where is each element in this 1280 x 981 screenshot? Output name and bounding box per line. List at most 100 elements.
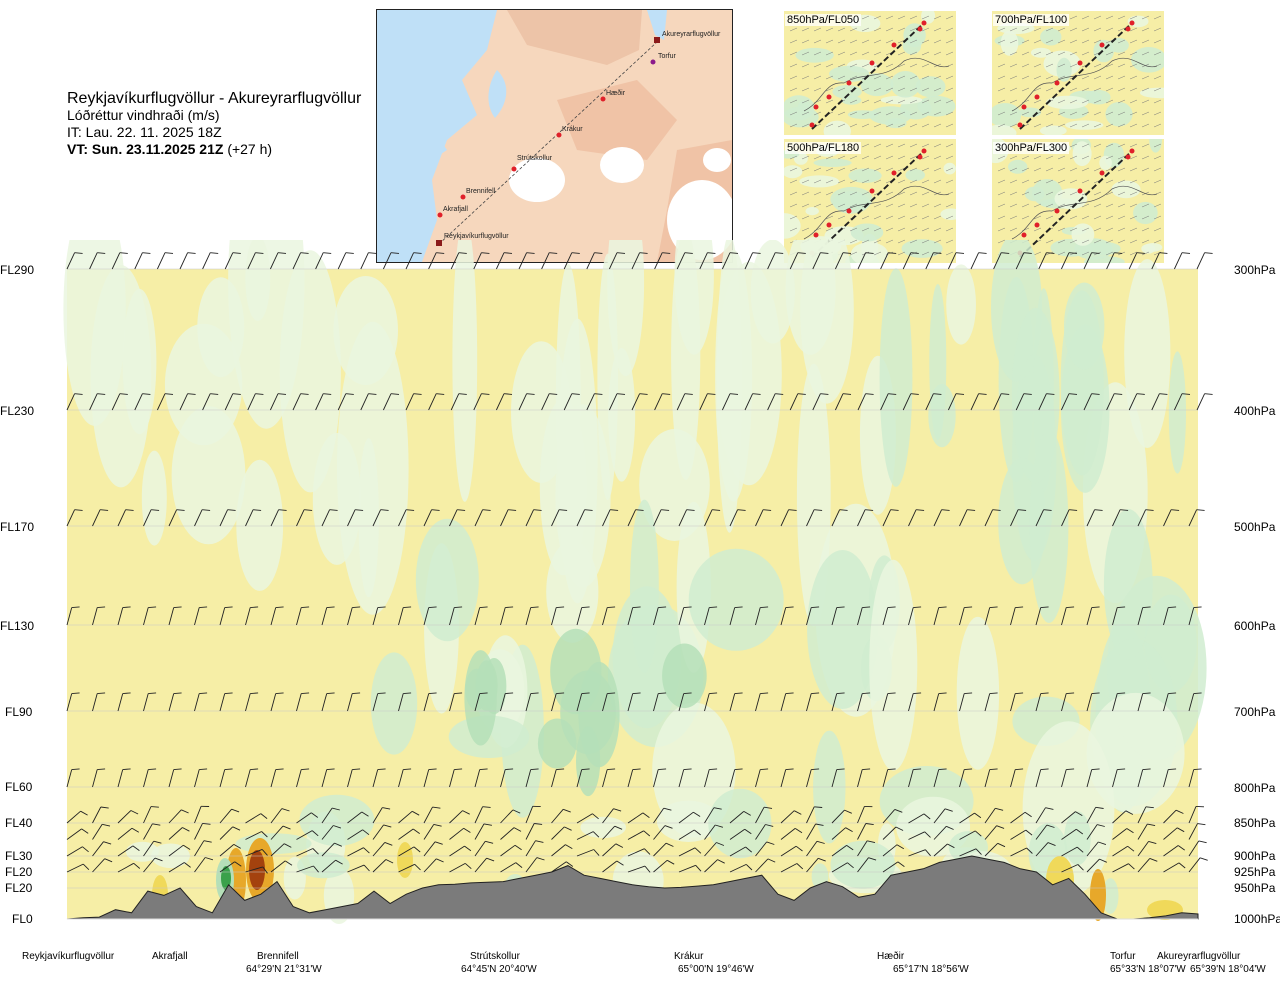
mini-wind-arrow [1045,63,1054,68]
wind-barb [908,831,931,840]
mini-wind-arrow [909,203,918,208]
wind-barb [857,857,877,873]
map-point-haedir [600,96,606,102]
wind-barb [179,393,196,411]
wind-barb [89,252,106,270]
mini-wind-arrow [1057,167,1066,172]
wind-barb [834,393,852,411]
wind-barb [1137,606,1151,626]
mini-wind-arrow [1105,239,1114,244]
mini-wind-arrow [997,63,1006,68]
mini-wind-arrow [997,239,1006,244]
mini-wind-arrow [1141,99,1150,104]
wind-barb [653,509,670,527]
wind-barb [449,845,472,857]
mini-wind-arrow [945,51,954,56]
wind-barb [1060,252,1078,270]
mini-wind-arrow [1129,203,1138,208]
wind-barb [959,812,982,824]
mini-wind-arrow [1069,227,1078,232]
mini-route-point [917,154,923,160]
wind-barb [789,393,806,411]
wind-barb [66,393,83,411]
mini-wind-arrow [825,179,834,184]
mini-wind-arrow [1069,179,1078,184]
wind-barb [1188,509,1205,527]
wind-barb [729,768,743,788]
wind-barb [959,830,982,840]
mini-wind-arrow [1117,87,1126,92]
wind-barb [66,863,90,873]
wind-barb [704,842,725,857]
wind-barb [806,857,826,873]
hpa-label-300: 300hPa [1234,263,1276,277]
field-weak-down [236,459,284,591]
wind-barb [882,606,896,626]
mini-wind-arrow [1033,179,1042,184]
mini-map-700-label: 700hPa/FL100 [993,14,1070,26]
mini-wind-arrow [933,179,942,184]
wind-barb [1061,692,1075,712]
mini-wind-arrow [885,111,894,116]
mini-wind-arrow [1129,179,1138,184]
wind-barb [1035,509,1052,527]
hpa-label-900: 900hPa [1234,849,1276,863]
mini-wind-arrow [1129,51,1138,56]
mini-wind-arrow [1081,27,1090,32]
wind-barb [1188,692,1202,712]
mini-wind-arrow [825,227,834,232]
wind-barb [315,252,332,270]
mini-wind-arrow [813,111,822,116]
field-weak-down [279,250,341,493]
mini-route-point [1034,94,1040,100]
mini-wind-arrow [1057,155,1066,160]
mini-wind-arrow [801,215,810,220]
mini-wind-arrow [789,27,798,32]
mini-field-blob [829,65,870,82]
wind-barb [117,862,141,873]
mini-wind-arrow [909,99,918,104]
wind-barb [270,843,292,857]
wind-barb [66,509,83,527]
mini-wind-arrow [825,87,834,92]
wind-barb [495,252,513,270]
mini-wind-arrow [933,75,942,80]
mini-wind-arrow [1033,99,1042,104]
wind-barb [602,843,624,857]
mini-wind-arrow [1117,191,1126,196]
mini-route-point [891,42,897,48]
wind-barb [551,768,565,788]
mini-wind-arrow [789,75,798,80]
hpa-label-925: 925hPa [1234,865,1276,879]
mini-wind-arrow [921,143,930,148]
mini-wind-arrow [933,143,942,148]
mini-wind-arrow [1045,191,1054,196]
mini-wind-arrow [1045,215,1054,220]
mini-wind-arrow [909,87,918,92]
wind-barb [789,252,806,270]
field-weak-down [122,288,157,435]
mini-wind-arrow [1093,27,1102,32]
mini-wind-arrow [1129,191,1138,196]
wind-barb [1083,252,1100,270]
mini-wind-arrow [1057,203,1066,208]
mini-wind-arrow [1129,39,1138,44]
mini-route-point [1017,122,1023,128]
wind-barb [321,825,342,840]
wind-barb [1112,810,1134,824]
wind-barb [933,768,947,788]
mini-wind-arrow [1153,87,1162,92]
mini-wind-arrow [1153,239,1162,244]
mini-map-850-field [784,11,956,135]
field-mid-down [869,559,918,771]
mini-wind-arrow [1045,75,1054,80]
wind-barb [1061,768,1075,788]
mini-wind-arrow [861,143,870,148]
mini-route-point [921,20,927,26]
wind-barb [653,807,672,824]
mini-wind-arrow [921,75,930,80]
wind-barb [525,768,539,788]
wind-barb [1188,840,1207,857]
mini-wind-arrow [801,39,810,44]
mini-field-blob [1099,155,1112,170]
